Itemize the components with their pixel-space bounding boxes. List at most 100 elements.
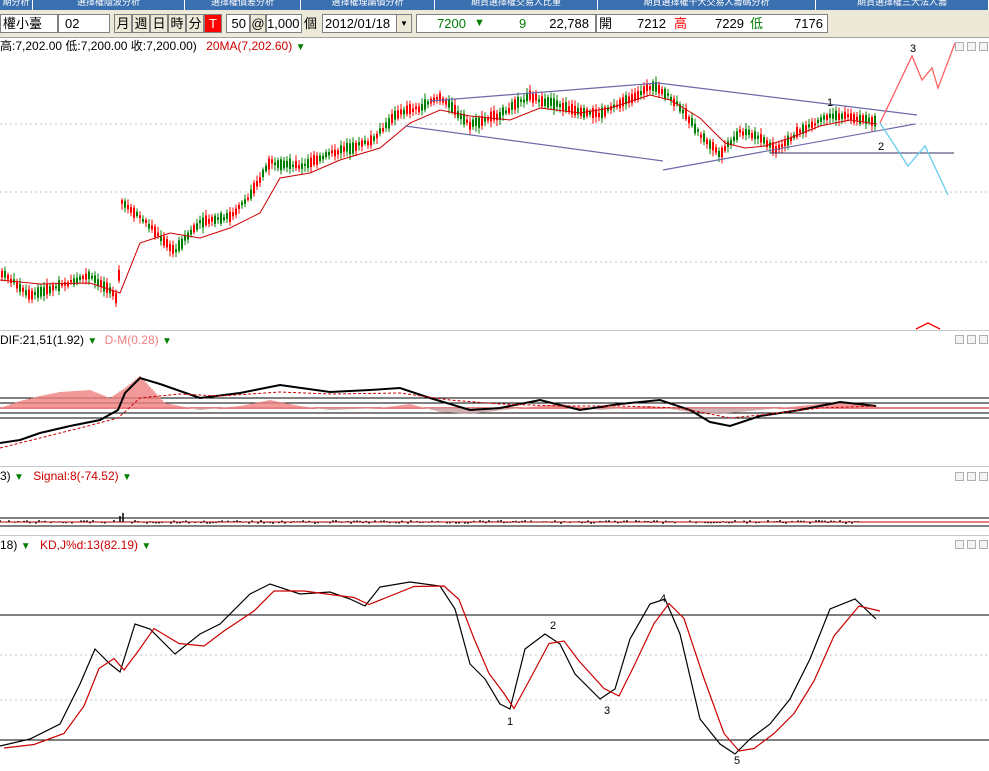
price-candle	[457, 111, 459, 118]
price-candle	[565, 102, 567, 111]
price-candle	[313, 155, 315, 165]
low-label: 低	[750, 16, 764, 31]
symbol-field[interactable]: 權小臺	[0, 14, 58, 33]
ohlc-readout: 高:7,202.00 低:7,200.00 收:7,200.00)	[0, 39, 197, 53]
menu-tab-option-iv[interactable]: 選擇權隱波分析	[33, 0, 185, 10]
price-candle	[856, 116, 858, 121]
restore-icon[interactable]	[967, 42, 976, 51]
price-candle	[814, 123, 816, 126]
price-candle	[310, 157, 312, 168]
price-candle	[823, 115, 825, 120]
period-week-button[interactable]: 週	[132, 14, 150, 33]
price-candle	[772, 142, 774, 153]
price-candle	[730, 140, 732, 146]
price-candle	[175, 249, 177, 253]
price-candle	[574, 105, 576, 116]
price-candle	[865, 115, 867, 124]
minimize-icon[interactable]	[955, 42, 964, 51]
price-candle	[769, 142, 771, 148]
price-candle	[268, 158, 270, 170]
contract-field[interactable]: 02	[58, 14, 110, 33]
restore-icon[interactable]	[967, 335, 976, 344]
price-candle	[448, 99, 450, 108]
close-icon[interactable]	[979, 472, 988, 481]
dem-line	[0, 391, 877, 449]
period-month-button[interactable]: 月	[114, 14, 132, 33]
price-candle	[853, 113, 855, 123]
price-candle	[97, 279, 99, 286]
minimize-icon[interactable]	[955, 540, 964, 549]
restore-icon[interactable]	[967, 472, 976, 481]
menu-tab-futures-analysis[interactable]: 期分析	[0, 0, 33, 10]
minimize-icon[interactable]	[955, 472, 964, 481]
price-candle	[43, 287, 45, 296]
price-candle	[679, 104, 681, 112]
price-candle	[160, 235, 162, 242]
price-candle	[121, 200, 123, 204]
interval-field[interactable]: 50	[226, 14, 250, 33]
price-candle	[382, 128, 384, 132]
menu-tab-option-spread[interactable]: 選擇權價差分析	[185, 0, 301, 10]
menu-tab-trader-ratio[interactable]: 期貨選擇權交易人比重	[435, 0, 598, 10]
period-day-button[interactable]: 日	[150, 14, 168, 33]
period-tick-button[interactable]: T	[204, 14, 222, 33]
price-candle	[640, 91, 642, 96]
quote-box-ohl: 開 7212 高 7229 低 7176	[596, 14, 828, 33]
price-candle	[385, 122, 387, 129]
price-candle	[292, 164, 294, 167]
down-arrow-icon: ▼	[87, 336, 98, 347]
price-candle	[103, 281, 105, 292]
price-candle	[832, 113, 834, 119]
price-candle	[373, 136, 375, 141]
price-candle	[748, 129, 750, 135]
price-candle	[676, 101, 678, 105]
price-candle	[307, 159, 309, 168]
kd-chart[interactable]: 1 2 3 4 5	[0, 554, 989, 771]
dropdown-chevron-icon[interactable]: ▼	[396, 15, 411, 32]
menu-tab-institutional[interactable]: 期貨選擇權三大法人籌	[816, 0, 989, 10]
menu-tab-option-theory[interactable]: 選擇權理論價分析	[301, 0, 435, 10]
price-candle	[163, 236, 165, 246]
quote-box-last: 7200 ▼ 9 22,788	[416, 14, 596, 33]
price-candle	[523, 99, 525, 103]
price-candle	[388, 118, 390, 129]
price-candle	[172, 245, 174, 254]
restore-icon[interactable]	[967, 540, 976, 549]
close-icon[interactable]	[979, 540, 988, 549]
price-candle	[361, 140, 363, 147]
price-candle	[151, 225, 153, 230]
price-wave-label: 2	[878, 141, 884, 153]
price-candle	[697, 129, 699, 132]
signal-chart[interactable]	[0, 485, 989, 535]
price-panel-header: 高:7,202.00 低:7,200.00 收:7,200.00) 20MA(7…	[0, 39, 305, 55]
date-select[interactable]: 2012/01/18 ▼	[322, 14, 412, 33]
minimize-icon[interactable]	[955, 335, 964, 344]
period-hour-button[interactable]: 時	[168, 14, 186, 33]
price-candle	[553, 98, 555, 110]
price-candle	[688, 116, 690, 124]
close-icon[interactable]	[979, 42, 988, 51]
price-candle	[778, 144, 780, 150]
close-icon[interactable]	[979, 335, 988, 344]
price-candle	[181, 238, 183, 249]
price-candle	[364, 140, 366, 144]
price-candle	[436, 97, 438, 100]
price-candle	[355, 142, 357, 151]
macd-chart[interactable]	[0, 348, 989, 466]
price-candle	[46, 283, 48, 295]
price-candle	[154, 226, 156, 238]
price-candle	[820, 117, 822, 122]
price-candle	[601, 107, 603, 119]
price-candle	[127, 205, 129, 210]
kd-wave-label: 4	[660, 593, 666, 605]
bar-count-field[interactable]: 1,000	[266, 14, 302, 33]
period-minute-button[interactable]: 分	[186, 14, 204, 33]
price-candle	[562, 102, 564, 112]
price-candle	[547, 97, 549, 108]
price-candle	[493, 110, 495, 121]
price-wave-label: 3	[910, 43, 916, 55]
menu-tab-top10-traders[interactable]: 期貨選擇權十大交易人籌碼分析	[598, 0, 816, 10]
price-candle	[544, 98, 546, 107]
price-candle	[784, 140, 786, 147]
price-chart[interactable]: 1 2 3	[0, 38, 989, 330]
